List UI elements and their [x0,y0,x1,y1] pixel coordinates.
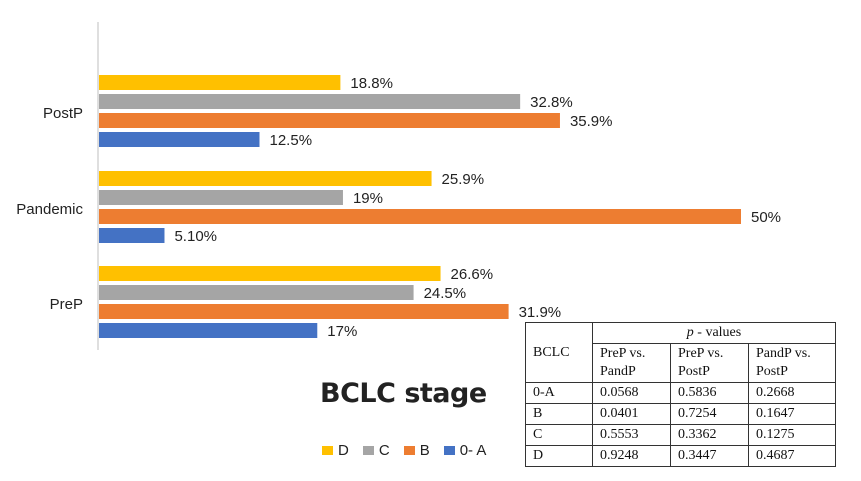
category-label-pandemic: Pandemic [16,201,83,218]
data-label: 18.8% [350,75,393,92]
p-values-label: - values [693,325,742,340]
data-label: 25.9% [442,171,485,188]
bar-pandemic-b [99,209,741,224]
table-cell: 0.9248 [592,445,671,467]
data-label: 24.5% [424,285,467,302]
bar-prep-b [99,304,509,319]
category-label-prep: PreP [50,296,83,313]
data-label: 12.5% [270,132,313,149]
table-cell: 0.7254 [670,403,749,425]
column-header: PreP vs. PostP [670,343,749,383]
column-header: PandP vs. PostP [748,343,836,383]
data-label: 5.10% [174,228,217,245]
row-label: 0-A [525,382,593,404]
category-label-postp: PostP [43,105,83,122]
column-header: PreP vs. PandP [592,343,671,383]
legend-item-c: C [362,442,390,459]
table-cell: 0.4687 [748,445,836,467]
chart-legend: D C B 0- A [322,442,486,459]
legend-label-c: C [378,442,390,459]
bar-pandemic-0a [99,228,165,243]
p-values-table: BCLC p - values PreP vs. PandP PreP vs. Po… [525,322,836,467]
data-label: 32.8% [530,94,573,111]
bar-prep-0a [99,323,318,338]
table-row: 0-A 0.0568 0.5836 0.2668 [525,382,836,404]
bar-postp-d [99,75,341,90]
table-cell: 0.0401 [592,403,671,425]
row-label: C [525,424,593,446]
table-row: D 0.9248 0.3447 0.4687 [525,445,836,467]
column-header-line: PandP vs. [756,346,811,361]
data-label: 35.9% [570,113,613,130]
table-cell: 0.0568 [592,382,671,404]
table-cell: 0.3362 [670,424,749,446]
bar-pandemic-c [99,190,343,205]
bar-postp-b [99,113,560,128]
table-cell: 0.5836 [670,382,749,404]
column-header-line: PostP [756,364,788,379]
table-group-header: p - values [592,322,836,344]
row-label: B [525,403,593,425]
p-symbol: p [686,325,694,340]
legend-swatch-d [322,446,333,455]
column-header-line: PreP vs. [678,346,724,361]
bar-pandemic-d [99,171,432,186]
column-header-line: PostP [678,364,710,379]
bar-prep-c [99,285,414,300]
data-label: 31.9% [519,304,562,321]
column-header-line: PandP [600,364,636,379]
table-cell: 0.5553 [592,424,671,446]
table-header-row: BCLC p - values [525,322,836,383]
table-row: C 0.5553 0.3362 0.1275 [525,424,836,446]
data-label: 50% [751,209,781,226]
legend-label-0a: 0- A [459,442,487,459]
data-label: 19% [353,190,383,207]
bar-postp-c [99,94,521,109]
legend-label-d: D [338,442,349,459]
table-row: B 0.0401 0.7254 0.1647 [525,403,836,425]
table-cell: 0.2668 [748,382,836,404]
column-header-line: PreP vs. [600,346,646,361]
table-row-header: BCLC [525,322,593,383]
data-label: 17% [327,323,357,340]
bar-prep-d [99,266,441,281]
table-cell: 0.1647 [748,403,836,425]
legend-label-b: B [419,442,430,459]
legend-swatch-b [403,446,415,455]
table-cell: 0.3447 [670,445,749,467]
legend-item-d: D [322,442,349,459]
legend-swatch-0a [443,446,455,455]
chart-title: BCLC stage [320,378,487,409]
bar-postp-0a [99,132,260,147]
legend-item-b: B [403,442,430,459]
legend-item-0a: 0- A [443,442,487,459]
row-label: D [525,445,593,467]
data-label: 26.6% [451,266,494,283]
legend-swatch-c [362,446,374,455]
table-cell: 0.1275 [748,424,836,446]
